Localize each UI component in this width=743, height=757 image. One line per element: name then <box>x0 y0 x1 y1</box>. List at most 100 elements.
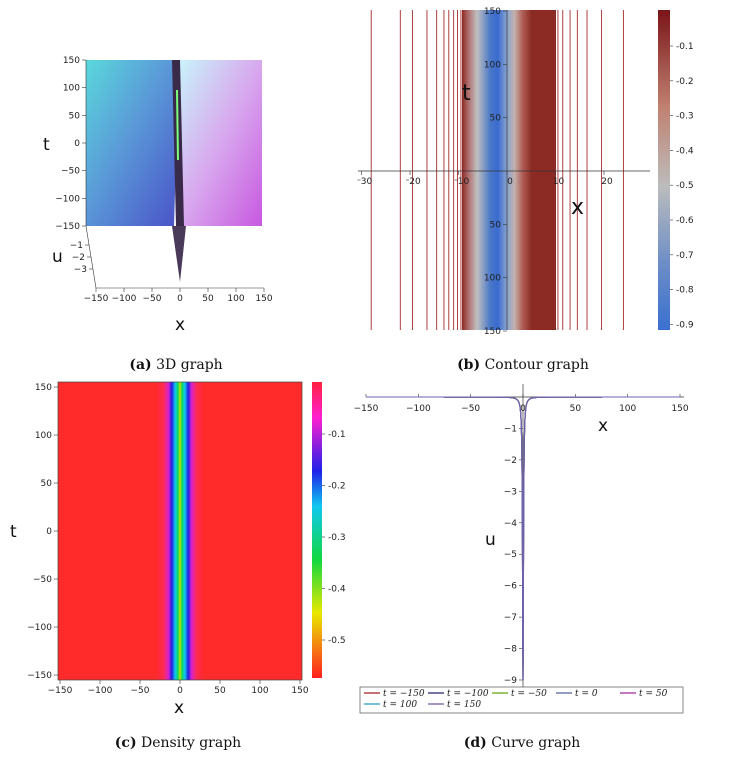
d-u-tick-label: −4 <box>504 519 518 529</box>
d-u-tick-label: −3 <box>504 487 517 497</box>
a-u-tick-label: −2 <box>72 253 85 263</box>
c-x-tick-label: −100 <box>88 686 113 696</box>
d-u-tick-label: −9 <box>504 676 518 686</box>
b-x-tick-label: 0 <box>507 177 513 187</box>
d-x-tick-label: −150 <box>354 404 379 414</box>
d-u-tick-label: −2 <box>504 456 517 466</box>
panel-d-curve-graph: −150 −100 −50 0 50 100 150 −1−2−3−4−5−6−7−8−9 … <box>354 384 689 751</box>
c-t-tick-label: −100 <box>27 623 52 633</box>
d-u-tick-label: −1 <box>504 424 517 434</box>
panel-b-t-label: t <box>462 81 471 106</box>
panel-b-caption: (b) Contour graph <box>457 357 589 373</box>
a-x-tick-label: −150 <box>84 294 109 304</box>
d-u-tick-label: −8 <box>504 645 518 655</box>
d-u-tick-label: −5 <box>504 550 517 560</box>
b-t-tick-label: 100 <box>484 274 501 284</box>
c-t-tick-label: 100 <box>35 431 52 441</box>
b-x-tick-label: 30 <box>361 177 373 187</box>
b-colorbar-tick-label: -0.4 <box>676 146 694 156</box>
panel-d-u-label: u <box>485 530 496 550</box>
a-u-tick-label: −1 <box>70 241 83 251</box>
d-x-tick-label: 150 <box>671 404 688 414</box>
d-x-tick-label: −100 <box>406 404 431 414</box>
b-t-tick-label: 100 <box>484 60 501 70</box>
b-colorbar-tick-label: -0.7 <box>676 251 694 261</box>
contour-colorbar <box>658 10 670 330</box>
b-t-tick-label: 150 <box>484 7 501 17</box>
b-x-tick-label: 20 <box>409 177 421 187</box>
c-colorbar-tick-label: -0.4 <box>328 585 346 595</box>
b-t-tick-label: 50 <box>490 220 502 230</box>
b-colorbar-tick-label: -0.1 <box>676 42 694 52</box>
c-x-tick-label: −150 <box>48 686 73 696</box>
b-colorbar-tick-label: -0.2 <box>676 77 694 87</box>
a-t-tick-label: 150 <box>63 56 80 66</box>
curve-legend <box>359 686 684 714</box>
panel-c-caption: (c) Density graph <box>115 735 241 751</box>
c-x-tick-label: 50 <box>214 686 226 696</box>
a-t-tick-label: −150 <box>55 222 80 232</box>
c-colorbar-tick-label: -0.3 <box>328 533 346 543</box>
a-t-tick-label: 100 <box>63 84 80 94</box>
b-colorbar-tick-label: -0.9 <box>676 320 694 330</box>
contour-band <box>462 10 556 330</box>
d-legend-label: t = −150 <box>383 689 425 699</box>
d-legend-label: t = 0 <box>575 689 598 699</box>
d-series-line <box>366 396 680 681</box>
panel-c-x-label: x <box>174 698 184 718</box>
b-t-tick-label: 50 <box>490 114 502 124</box>
surface-trough <box>172 226 186 282</box>
c-colorbar-tick-label: -0.5 <box>328 636 346 646</box>
a-x-tick-label: −100 <box>112 294 137 304</box>
b-colorbar-tick-label: -0.5 <box>676 181 694 191</box>
c-t-tick-label: 0 <box>46 527 52 537</box>
d-x-tick-label: 100 <box>619 404 636 414</box>
b-colorbar-tick-label: -0.8 <box>676 286 694 296</box>
c-t-tick-label: 50 <box>41 479 53 489</box>
d-u-tick-label: −7 <box>504 613 517 623</box>
a-x-tick-label: 0 <box>177 294 183 304</box>
a-x-tick-label: 150 <box>255 294 272 304</box>
d-legend-label: t = 100 <box>383 700 417 710</box>
b-x-tick-label: 20 <box>601 177 613 187</box>
d-legend-label: t = 50 <box>639 689 668 699</box>
a-u-tick-label: −3 <box>74 265 87 275</box>
d-legend-label: t = 150 <box>447 700 481 710</box>
panel-a-x-label: x <box>175 315 185 335</box>
d-x-tick-label: 50 <box>570 404 582 414</box>
a-x-tick-label: −50 <box>143 294 162 304</box>
d-u-tick-label: −6 <box>504 582 518 592</box>
b-t-tick-label: 150 <box>484 327 501 337</box>
b-x-tick-label: 10 <box>553 177 565 187</box>
a-t-tick-label: −50 <box>61 167 80 177</box>
c-t-tick-label: −150 <box>27 671 52 681</box>
panel-c-density-graph: −150 −100 −50 0 50 100 150 150 100 50 0 −50 −100 −15… <box>10 381 346 751</box>
panel-a-u-label: u <box>52 247 63 267</box>
panel-d-caption: (d) Curve graph <box>464 735 581 751</box>
a-x-tick-label: 100 <box>227 294 244 304</box>
c-colorbar-tick-label: -0.2 <box>328 482 346 492</box>
b-x-tick-label: 10 <box>458 177 470 187</box>
b-colorbar-tick-label: -0.6 <box>676 216 694 226</box>
panel-b-x-label: x <box>571 195 584 220</box>
a-t-tick-label: 0 <box>74 139 80 149</box>
density-colorbar <box>312 382 322 678</box>
surface-left-face <box>86 60 178 226</box>
surface-right-face <box>178 60 262 226</box>
c-x-tick-label: −50 <box>131 686 150 696</box>
d-x-tick-label: −50 <box>461 404 480 414</box>
d-x-tick-label: 0 <box>520 404 526 414</box>
c-t-tick-label: −50 <box>33 575 52 585</box>
d-legend-label: t = −50 <box>511 689 547 699</box>
panel-a-t-label: t <box>43 135 50 155</box>
c-x-tick-label: 150 <box>291 686 308 696</box>
panel-d-x-label: x <box>598 416 608 436</box>
c-t-tick-label: 150 <box>35 383 52 393</box>
c-x-tick-label: 100 <box>251 686 268 696</box>
panel-a-caption: (a) 3D graph <box>129 357 222 373</box>
a-t-tick-label: −100 <box>55 194 80 204</box>
density-band <box>156 382 204 680</box>
